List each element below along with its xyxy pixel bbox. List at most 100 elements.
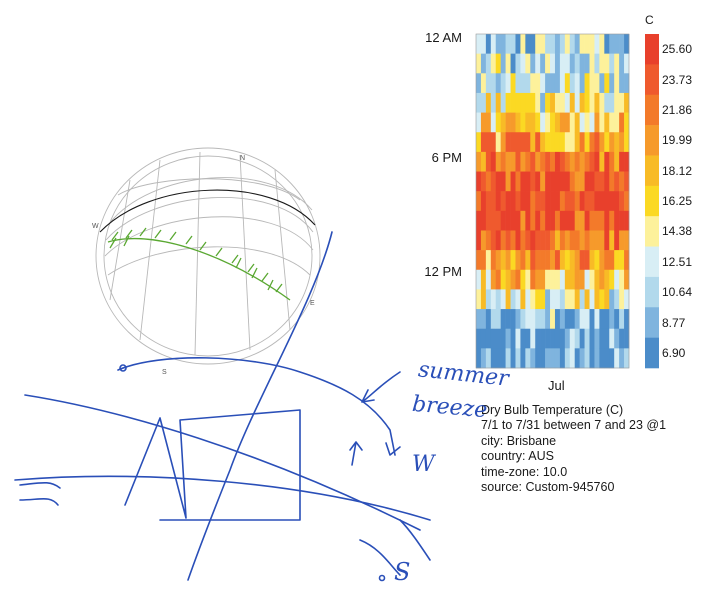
heatmap-cell xyxy=(530,191,536,212)
y-tick-12am: 12 AM xyxy=(425,30,462,45)
heatmap-cell xyxy=(614,191,620,212)
heatmap-cell xyxy=(535,328,541,349)
heatmap-cell xyxy=(609,92,615,113)
legend-value: 25.60 xyxy=(662,42,693,57)
heatmap-cell xyxy=(579,151,585,172)
heatmap-cell xyxy=(609,210,615,231)
heatmap-cell xyxy=(530,112,536,133)
legend-swatch xyxy=(645,307,659,338)
heatmap-cell xyxy=(559,250,566,271)
heatmap-cell xyxy=(609,191,615,212)
heatmap-cell xyxy=(604,112,610,133)
heatmap-cell xyxy=(589,309,595,330)
heatmap-cell xyxy=(554,348,561,369)
heatmap-cell xyxy=(609,112,615,133)
heatmap-cell xyxy=(515,132,521,153)
sunpath-meridian-1 xyxy=(139,159,161,341)
heatmap-cell xyxy=(550,53,556,74)
heatmap-cell xyxy=(584,34,590,54)
heatmap-cell xyxy=(559,269,566,290)
heatmap-cell xyxy=(476,348,482,369)
heatmap-cell xyxy=(574,348,580,369)
heatmap-cell xyxy=(594,289,600,310)
heatmap-cell xyxy=(510,112,516,133)
heatmap-cell xyxy=(525,191,531,212)
heatmap-cell xyxy=(525,348,531,369)
heatmap-cell xyxy=(554,112,561,133)
heatmap-cell xyxy=(540,132,546,153)
heatmap-cell xyxy=(559,348,566,369)
legend-value: 12.51 xyxy=(662,254,693,269)
heatmap-cell xyxy=(515,73,521,94)
heatmap-cell xyxy=(594,171,600,192)
heatmap-cell xyxy=(490,250,497,271)
heatmap-cell xyxy=(500,210,506,231)
heatmap-cell xyxy=(619,151,625,172)
heatmap-cell xyxy=(510,230,516,251)
heatmap-cell xyxy=(579,132,585,153)
heatmap-cell xyxy=(500,34,506,54)
heatmap-cell xyxy=(505,309,511,330)
note-w: W xyxy=(412,452,435,477)
legend-swatches xyxy=(645,34,659,369)
heatmap-cell xyxy=(584,348,590,369)
heatmap-cell xyxy=(515,250,521,271)
heatmap-cell xyxy=(614,34,620,54)
heatmap-cell xyxy=(559,230,566,251)
heatmap-cell xyxy=(545,348,551,369)
heatmap-cell xyxy=(520,34,526,54)
heatmap-cell xyxy=(569,328,576,349)
heatmap-cell xyxy=(574,171,580,192)
heatmap-cell xyxy=(564,230,571,251)
heatmap-cell xyxy=(485,171,492,192)
heatmap-cell xyxy=(520,191,526,212)
heatmap-cell xyxy=(619,73,625,94)
heatmap-cell xyxy=(594,73,600,94)
heatmap-cell xyxy=(554,73,561,94)
heatmap-cell xyxy=(490,328,497,349)
heatmap-cell xyxy=(476,269,482,290)
heatmap-cell xyxy=(594,151,600,172)
heatmap-cell xyxy=(545,269,551,290)
heatmap-cell xyxy=(535,34,541,54)
heatmap-cell xyxy=(540,230,546,251)
heatmap-cell xyxy=(589,289,595,310)
heatmap-cell xyxy=(545,151,551,172)
heatmap-cell xyxy=(579,348,585,369)
heatmap-cell xyxy=(614,73,620,94)
heatmap-cell xyxy=(584,92,590,113)
heatmap-cell xyxy=(525,171,531,192)
legend-value: 14.38 xyxy=(662,224,693,239)
heatmap-cell xyxy=(604,328,610,349)
heatmap-cell xyxy=(480,250,487,271)
heatmap-cell xyxy=(564,250,571,271)
legend-swatch xyxy=(645,64,659,96)
heatmap-cell xyxy=(535,171,541,192)
sunpath-meridian-3 xyxy=(239,154,251,351)
heatmap-cell xyxy=(559,151,566,172)
heatmap-cell xyxy=(619,309,625,330)
heatmap-cell xyxy=(554,230,561,251)
sun-position-markers xyxy=(111,227,283,293)
heatmap-cell xyxy=(510,132,516,153)
heatmap-cell xyxy=(505,151,511,172)
heatmap-cell xyxy=(490,34,497,54)
heatmap-cell xyxy=(510,328,516,349)
heatmap-cell xyxy=(525,132,531,153)
heatmap-cell xyxy=(609,151,615,172)
heatmap-cell xyxy=(574,151,580,172)
heatmap-cell xyxy=(490,269,497,290)
legend-value: 8.77 xyxy=(662,315,686,330)
heatmap-cell xyxy=(510,171,516,192)
heatmap-cell xyxy=(525,250,531,271)
heatmap-cell xyxy=(520,230,526,251)
heatmap-cell xyxy=(604,73,610,94)
heatmap-cell xyxy=(535,53,541,74)
heatmap-cell xyxy=(564,328,571,349)
y-tick-6pm: 6 PM xyxy=(431,150,462,165)
sunpath-arc-5 xyxy=(117,178,301,201)
heatmap-cell xyxy=(525,151,531,172)
heatmap-cell xyxy=(495,92,501,113)
info-country: country: AUS xyxy=(481,449,554,464)
